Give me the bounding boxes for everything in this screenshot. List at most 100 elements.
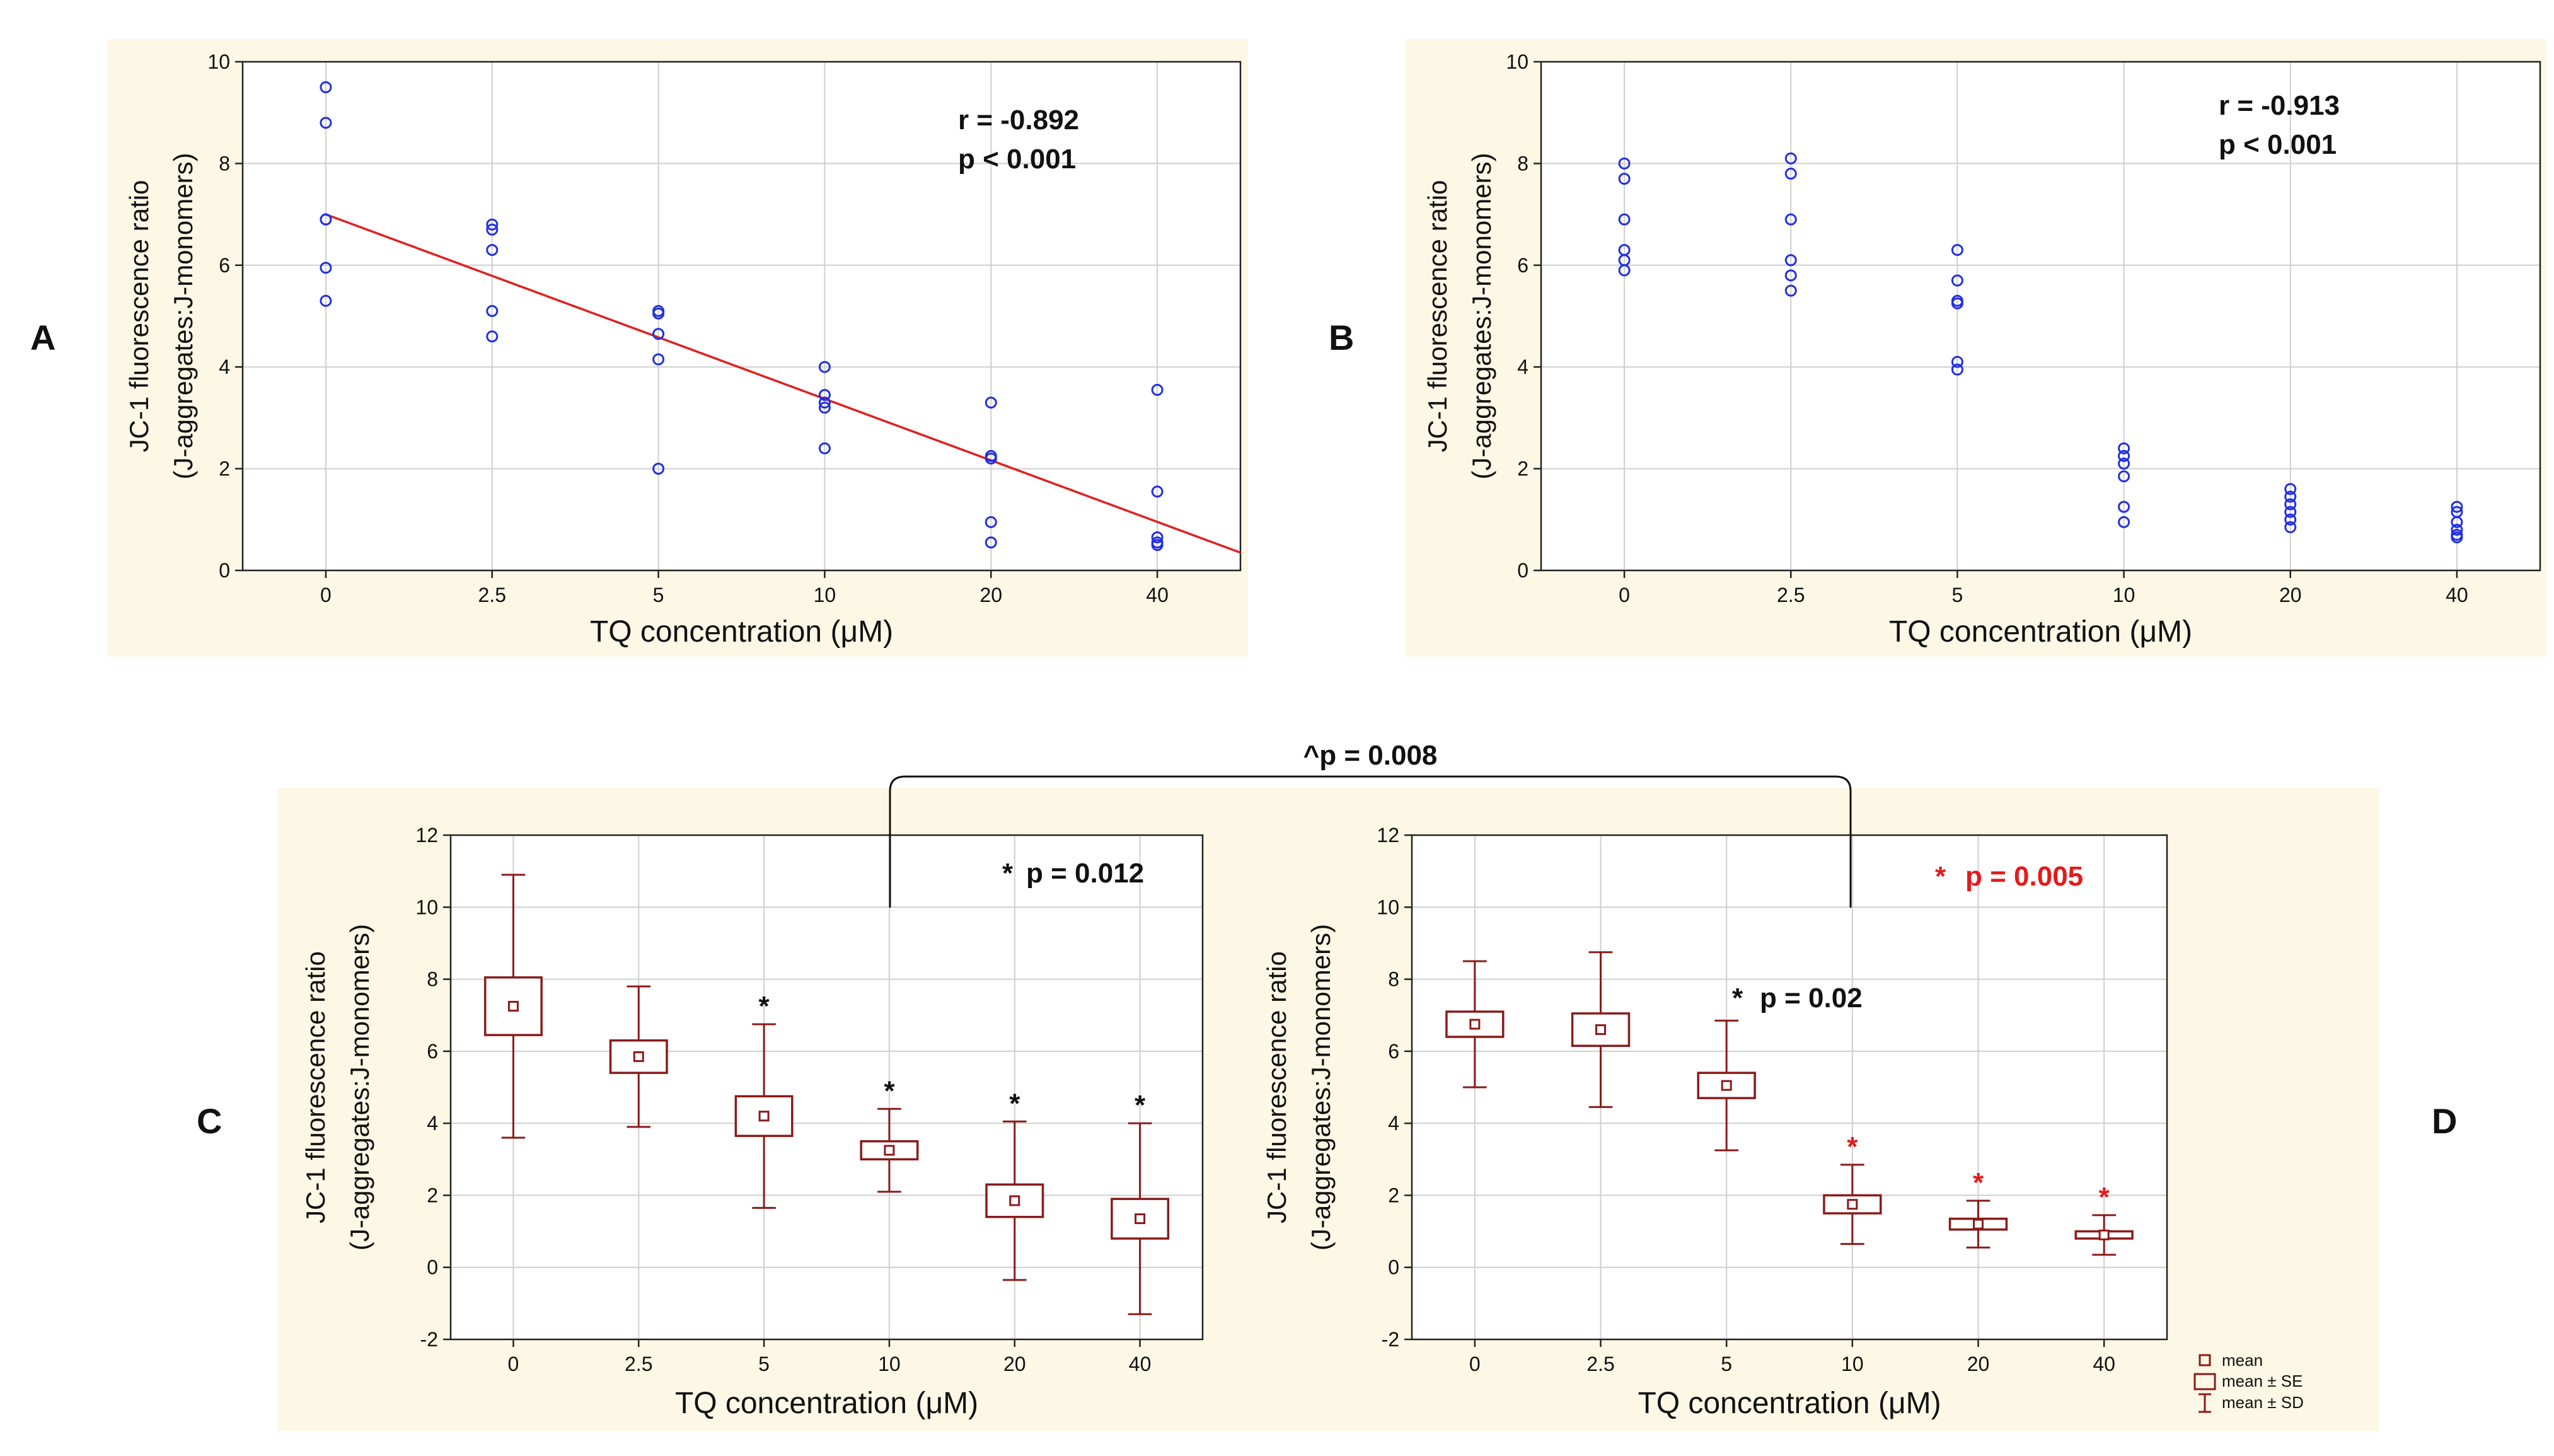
panel-a-data-point [320,262,332,274]
panel-letter-a: A [30,318,55,357]
panel-a-data-point [486,304,499,317]
panel-d-y-tick-label: 8 [1388,968,1399,991]
panel-d-y-tick-label: 10 [1377,896,1399,918]
panel-b-data-point [2118,516,2130,528]
comparison-bracket [889,775,1852,908]
panel-d-significance-star: * [2099,1182,2110,1213]
panel-b-data-point [2451,531,2463,544]
panel-d-x-tick-label: 5 [1721,1353,1732,1375]
panel-c-stat-star: * [1002,858,1014,889]
panel-a-data-point [486,218,499,231]
panel-b-data-point [2451,500,2463,513]
panel-a-x-tick-label: 0 [320,584,332,606]
panel-d-y-axis-label-line2: (J-aggregates:J-monomers) [1306,924,1336,1251]
panel-a-plot-frame [241,61,1242,572]
panel-c-x-tick-label: 5 [758,1353,770,1375]
panel-d-y-tick-label: 4 [1388,1112,1399,1135]
panel-a-data-point [1151,485,1164,498]
panel-b-data-point [1951,274,1963,287]
panel-a-x-tick-label: 20 [979,584,1002,606]
panel-d-y-tick-label: 12 [1377,824,1399,846]
panel-b-data-point [1618,173,1631,185]
panel-c-mean-marker [1009,1195,1020,1206]
panel-d-stat-p: p = 0.005 [1965,861,2083,892]
panel-a-regression-line [325,213,1241,554]
panel-b-data-point [1784,152,1797,165]
panel-a-x-tick-label: 2.5 [478,584,506,606]
panel-c-stat-p: p = 0.012 [1026,858,1144,889]
panel-a-y-axis-label-line1: JC-1 fluorescence ratio [124,180,154,453]
legend-mean-label: mean [2222,1351,2263,1370]
panel-b-chart: 0 2 4 6 8 10 0 2.5 5 10 20 40 TQ concentration (μM) J… [1423,50,2541,649]
panel-b-y-tick-label: 10 [1506,50,1528,73]
panel-c-x-tick-label: 40 [1129,1353,1152,1375]
panel-b-x-tick-label: 20 [2279,584,2302,606]
panel-c-mean-marker [758,1111,770,1122]
panel-b-data-point [1784,168,1797,180]
panel-b-data-point [1784,284,1797,297]
panel-a-x-tick-label: 40 [1146,584,1169,606]
panel-a-data-point [652,353,665,366]
panel-b-data-point [2118,442,2130,454]
comparison-p-value: ^p = 0.008 [1303,740,1438,771]
panel-d-stat-star: * [1935,861,1946,892]
legend-sd-label: mean ± SD [2222,1393,2304,1412]
panel-a-x-tick-label: 10 [814,584,836,606]
panel-b-y-tick-label: 2 [1517,458,1528,480]
panel-b-data-point [1951,363,1963,376]
panel-a-y-tick-label: 4 [219,355,230,378]
panel-c-significance-star: * [759,991,770,1022]
panel-a-data-point [818,361,831,373]
panel-b-y-tick-label: 4 [1517,355,1528,378]
panel-a-plot-area [243,62,1240,570]
panel-a-data-point [486,223,499,236]
panel-b-data-point [1618,213,1631,226]
panel-d-stat2-p: p = 0.02 [1760,983,1863,1014]
panel-letter-d: D [2432,1101,2457,1141]
panel-a-x-tick-label: 5 [653,584,664,606]
panel-d-plot-frame [1411,834,2168,1341]
panel-a-data-point [652,328,665,340]
panel-d-x-tick-label: 20 [1967,1353,1990,1375]
panel-d-x-tick-label: 40 [2093,1353,2115,1375]
panel-c-significance-star: * [1009,1088,1020,1119]
panel-d-x-tick-label: 0 [1469,1353,1481,1375]
panel-a-y-tick-label: 8 [219,152,230,175]
panel-b-x-tick-label: 0 [1619,584,1630,606]
panel-c-x-axis-label: TQ concentration (μM) [675,1387,978,1420]
panel-b-data-point [1951,355,1963,368]
panel-c-chart: -2 0 2 4 6 8 10 12 0 2.5 5 10 20 40 TQ concentration (… [301,824,1204,1420]
panel-b-plot-frame [1540,61,2541,572]
panel-d-mean-marker [1469,1019,1481,1030]
panel-a-data-point [985,396,997,409]
panel-d-significance-star: * [1973,1167,1984,1198]
panel-a-chart: 0 2 4 6 8 10 0 2.5 5 10 20 40 TQ concentration (μM) J… [124,50,1242,649]
panel-a-data-point [1151,539,1164,552]
panel-a-y-axis-label-line2: (J-aggregates:J-monomers) [168,153,198,479]
panel-b-y-axis-label-line2: (J-aggregates:J-monomers) [1467,153,1496,479]
panel-a-data-point [1151,531,1164,544]
panel-b-x-axis-label: TQ concentration (μM) [1889,615,2192,649]
panel-letter-b: B [1329,318,1354,357]
panel-c-y-tick-label: 6 [427,1040,438,1063]
legend-se-icon [2193,1373,2216,1390]
panel-c-significance-star: * [884,1075,895,1106]
panel-c-y-tick-label: 10 [415,896,438,918]
panel-a-y-tick-label: 10 [207,50,230,73]
panel-b-data-point [2451,516,2463,528]
panel-d-y-tick-label: 0 [1388,1256,1399,1279]
legend-sd-icon [2199,1393,2211,1413]
panel-a-data-point [985,516,997,528]
panel-a-p-value: p < 0.001 [958,144,1076,175]
panel-d-x-axis-label: TQ concentration (μM) [1638,1387,1941,1420]
panel-a-data-point [652,463,665,475]
panel-d-y-tick-label: 6 [1388,1040,1399,1063]
panel-c-mean-marker [884,1145,895,1156]
panel-a-data-point [320,294,332,307]
panel-a-data-point [320,213,332,226]
legend: mean mean ± SE mean ± SD [2193,1351,2304,1413]
panel-a-data-point [320,117,332,129]
panel-a-data-point [486,244,499,257]
panel-b-plot-area [1541,62,2540,570]
panel-b-data-point [1618,157,1631,170]
